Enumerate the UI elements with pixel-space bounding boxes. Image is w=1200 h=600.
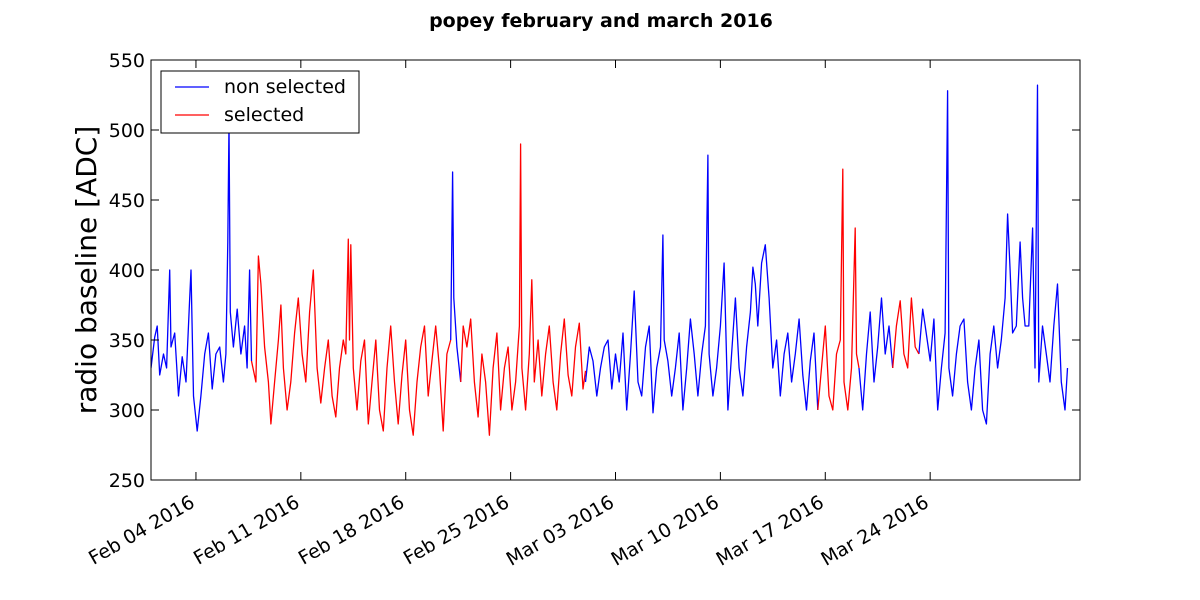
series-line-selected [250,143,920,436]
y-tick-label: 500 [109,120,145,142]
y-tick-label: 250 [109,470,145,492]
legend-box [160,70,360,134]
y-axis-label: radio baseline [ADC] [70,126,103,415]
chart-title: popey february and march 2016 [429,10,773,32]
legend: non selected selected [160,70,360,134]
y-tick-label: 550 [109,50,145,72]
x-tick-label: Mar 17 2016 [712,491,827,570]
x-tick-label: Mar 24 2016 [817,491,932,570]
legend-label-selected: selected [224,104,304,126]
series-line-non-selected [151,84,1069,432]
series-layer [151,84,1069,436]
legend-label-non-selected: non selected [224,76,346,98]
y-axis: 250 300 350 400 450 500 550 [109,50,1080,492]
x-tick-label: Feb 11 2016 [190,491,303,569]
x-tick-label: Feb 04 2016 [85,491,198,569]
x-tick-label: Feb 18 2016 [295,491,408,569]
x-tick-label: Feb 25 2016 [400,491,513,569]
x-tick-label: Mar 03 2016 [503,491,618,570]
x-tick-label: Mar 10 2016 [608,491,723,570]
y-tick-label: 300 [109,400,145,422]
y-tick-label: 450 [109,190,145,212]
y-tick-label: 400 [109,260,145,282]
y-tick-label: 350 [109,330,145,352]
